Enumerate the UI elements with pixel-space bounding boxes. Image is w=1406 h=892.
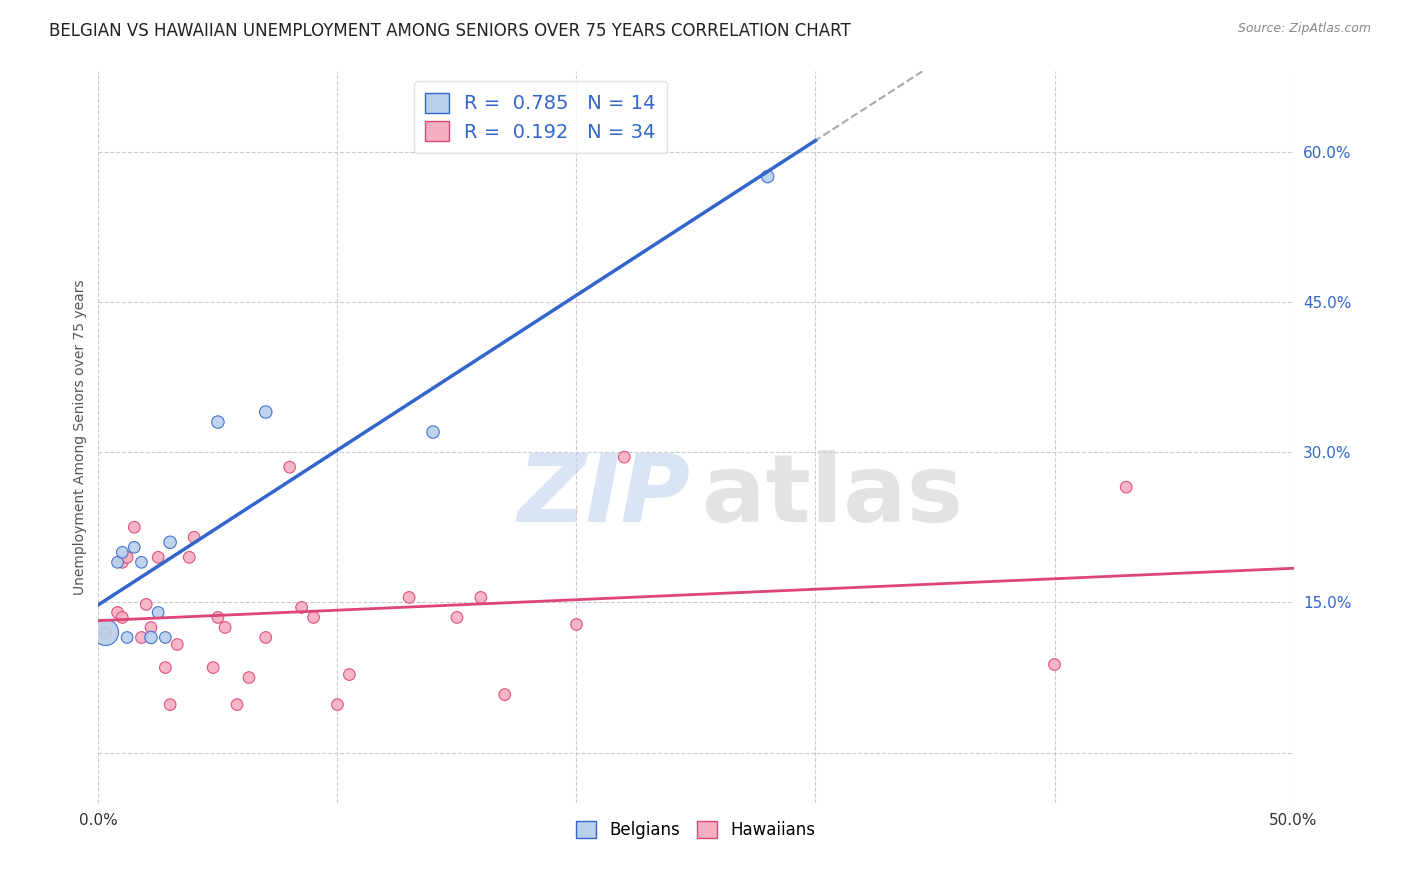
Point — [398, 591, 420, 605]
Point — [148, 550, 170, 565]
Point — [124, 541, 146, 555]
Point — [183, 530, 205, 544]
Point — [326, 698, 349, 712]
Point — [166, 638, 188, 652]
Point — [155, 631, 177, 645]
Point — [111, 610, 134, 624]
Point — [148, 606, 170, 620]
Point — [1043, 657, 1066, 672]
Legend: Belgians, Hawaiians: Belgians, Hawaiians — [569, 814, 823, 846]
Point — [115, 631, 138, 645]
Point — [238, 671, 260, 685]
Point — [159, 535, 181, 549]
Point — [107, 555, 129, 569]
Point — [135, 598, 157, 612]
Point — [159, 698, 181, 712]
Text: atlas: atlas — [702, 450, 963, 541]
Text: ZIP: ZIP — [517, 450, 690, 541]
Point — [214, 620, 236, 634]
Point — [207, 610, 229, 624]
Point — [291, 600, 314, 615]
Point — [131, 631, 153, 645]
Point — [107, 606, 129, 620]
Point — [339, 667, 361, 681]
Point — [202, 660, 225, 674]
Point — [494, 688, 516, 702]
Point — [613, 450, 636, 464]
Point — [565, 617, 588, 632]
Point — [278, 460, 301, 475]
Point — [94, 625, 117, 640]
Point — [446, 610, 468, 624]
Point — [131, 555, 153, 569]
Point — [124, 520, 146, 534]
Point — [756, 169, 779, 184]
Point — [111, 545, 134, 559]
Y-axis label: Unemployment Among Seniors over 75 years: Unemployment Among Seniors over 75 years — [73, 279, 87, 595]
Point — [226, 698, 249, 712]
Point — [302, 610, 325, 624]
Point — [155, 660, 177, 674]
Point — [422, 425, 444, 439]
Point — [1115, 480, 1137, 494]
Point — [111, 555, 134, 569]
Point — [139, 620, 162, 634]
Point — [94, 625, 117, 640]
Text: BELGIAN VS HAWAIIAN UNEMPLOYMENT AMONG SENIORS OVER 75 YEARS CORRELATION CHART: BELGIAN VS HAWAIIAN UNEMPLOYMENT AMONG S… — [49, 22, 851, 40]
Point — [139, 631, 162, 645]
Point — [470, 591, 492, 605]
Text: Source: ZipAtlas.com: Source: ZipAtlas.com — [1237, 22, 1371, 36]
Point — [179, 550, 201, 565]
Point — [115, 550, 138, 565]
Point — [207, 415, 229, 429]
Point — [254, 631, 277, 645]
Point — [254, 405, 277, 419]
